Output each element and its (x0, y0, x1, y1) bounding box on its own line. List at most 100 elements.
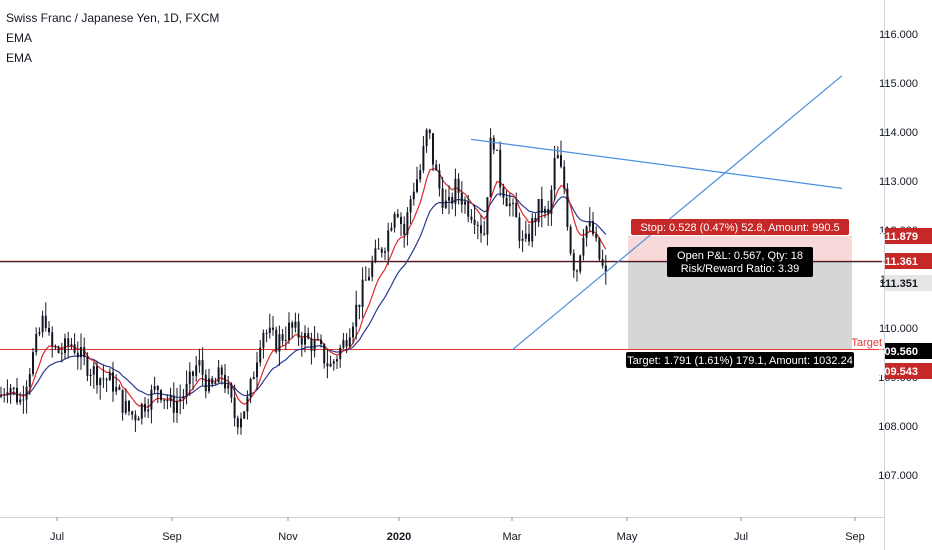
candle (67, 331, 70, 359)
trendline[interactable] (470, 138, 843, 189)
x-tick-label: 2020 (387, 531, 411, 543)
indicator-label-ema-2[interactable]: EMA (6, 51, 33, 65)
candle (332, 359, 335, 371)
candle (454, 168, 457, 217)
candle (291, 320, 294, 339)
y-tick-label: 116.000 (879, 29, 918, 41)
candle (496, 149, 498, 151)
candle (9, 383, 12, 404)
candle (585, 225, 588, 247)
candle (361, 267, 364, 318)
candle (368, 267, 370, 282)
candle (438, 163, 441, 197)
candle (265, 329, 268, 343)
price-badge: 109.543 (878, 363, 932, 379)
candle (233, 384, 236, 427)
stop-label[interactable]: Stop: 0.528 (0.47%) 52.8, Amount: 990.5 (631, 219, 849, 235)
candle (451, 192, 454, 210)
price-badge: 111.361 (879, 253, 932, 269)
candle (6, 379, 9, 404)
svg-text:111.351: 111.351 (879, 278, 918, 290)
candle (316, 332, 319, 341)
candle (243, 411, 246, 420)
candle (406, 207, 409, 246)
candle (521, 230, 524, 253)
candle (153, 376, 156, 394)
candle (176, 387, 178, 423)
candle (294, 312, 297, 333)
candle (182, 388, 185, 410)
candle (396, 209, 399, 219)
candle (329, 355, 332, 368)
candle (569, 224, 572, 256)
y-tick-label: 108.000 (878, 421, 918, 433)
candle (211, 375, 214, 388)
candle (64, 333, 66, 360)
candle (35, 327, 38, 356)
indicator-label-ema-1[interactable]: EMA (6, 31, 33, 45)
y-tick-label: 114.000 (879, 127, 918, 139)
svg-text:111.879: 111.879 (879, 231, 918, 243)
candle (224, 363, 226, 393)
candle (374, 239, 377, 264)
candle (19, 392, 22, 406)
candle (118, 384, 121, 391)
candle (147, 398, 150, 418)
candle (169, 387, 172, 408)
candle (320, 334, 322, 348)
candle (108, 368, 111, 381)
candle (416, 166, 418, 194)
candle (518, 212, 521, 249)
candle (352, 322, 354, 344)
candle (185, 370, 188, 405)
candle (598, 237, 601, 262)
candle (492, 135, 495, 155)
candle (96, 360, 98, 394)
candle (0, 386, 2, 399)
candle (44, 302, 47, 332)
candle (198, 348, 201, 373)
candle (544, 205, 546, 218)
svg-text:109.543: 109.543 (878, 366, 918, 378)
candle (409, 195, 412, 224)
candle (150, 384, 153, 424)
trendline[interactable] (511, 75, 843, 351)
candle (76, 341, 79, 370)
candle (563, 160, 566, 195)
candle (512, 198, 514, 217)
candle (531, 213, 534, 248)
candle (48, 321, 50, 336)
x-tick-label: Sep (162, 531, 182, 543)
candle (252, 371, 255, 380)
candle (281, 329, 284, 346)
svg-text:109.560: 109.560 (878, 346, 918, 358)
candle (227, 376, 230, 395)
candle (358, 304, 361, 320)
candle (537, 198, 540, 227)
candle (342, 332, 345, 350)
candle (550, 185, 553, 226)
candle (124, 388, 127, 415)
candle (220, 364, 223, 385)
candle (384, 247, 386, 261)
candle (28, 367, 31, 395)
candle (582, 229, 585, 261)
candle (467, 194, 470, 223)
candle (217, 359, 220, 383)
candle (297, 313, 300, 346)
candle (208, 368, 210, 394)
candle (595, 226, 598, 242)
candle (476, 221, 479, 240)
candle (505, 190, 508, 207)
candle (83, 337, 86, 366)
candle (499, 141, 502, 197)
candle (240, 412, 242, 435)
candle (470, 209, 473, 224)
candle (400, 212, 402, 236)
candle (92, 362, 95, 389)
candle (560, 140, 562, 169)
target-label[interactable]: Target: 1.791 (1.61%) 179.1, Amount: 103… (626, 352, 854, 368)
candle (54, 344, 57, 351)
